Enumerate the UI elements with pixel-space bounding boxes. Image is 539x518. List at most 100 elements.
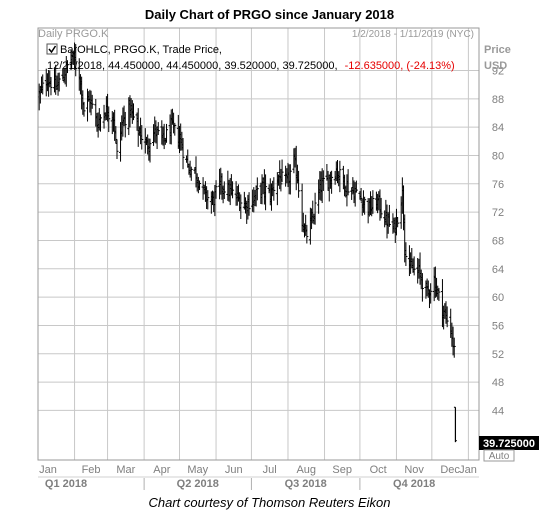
y-tick-label: 64 [492,264,504,276]
chart-title: Daily Chart of PRGO since January 2018 [144,7,395,22]
y-tick-label: 88 [492,94,504,106]
ohlc-bar [114,126,118,144]
ohlc-bar [65,60,69,74]
ohlc-bar [321,170,325,191]
ohlc-bar [206,190,210,210]
y-axis: 44 48 52 56 60 64 68 72 76 80 84 88 92 [492,65,504,417]
y-tick-label: 80 [492,150,504,162]
ohlc-bar [115,139,119,159]
plot-frame [37,27,480,461]
symbol-tag: Daily PRGO.K [38,28,109,40]
x-month-label: Jan [459,464,477,476]
price-label: Price [484,44,511,56]
ohlc-bar [437,287,441,302]
y-tick-label: 52 [492,349,504,361]
ohlc-bar [288,164,292,195]
ohlc-bar [280,159,284,183]
ohlc-bar [412,256,416,276]
legend-checkbox [46,43,58,55]
ohlc-bar [445,306,449,328]
ohlc-bar [148,138,152,163]
x-axis: Jan Feb Mar Apr May Jun Jul Aug Sep Oct Nov Dec JanQ… [38,464,479,490]
ohlc-bar [231,181,235,199]
y-tick-label: 92 [492,65,504,77]
last-price-label: 39.725000 [483,438,535,450]
ohlc-bar [41,74,45,95]
svg-text:12/21/2018, 44.450000, 44.4500: 12/21/2018, 44.450000, 44.450000, 39.520… [47,60,455,72]
x-quarter-label: Q4 2018 [393,478,435,490]
x-month-label: Nov [404,464,424,476]
ohlc-bar [98,114,102,132]
x-month-label: Feb [82,464,101,476]
y-tick-label: 76 [492,179,504,191]
ohlc-bar [140,125,144,150]
ohlc-bar [354,180,358,193]
x-month-label: Sep [332,464,352,476]
x-month-label: Jan [39,464,57,476]
chart-credit: Chart courtesy of Thomson Reuters Eikon [148,495,391,510]
x-quarter-label: Q1 2018 [45,478,87,490]
ohlc-bar [222,181,226,200]
ohlc-bar [90,94,94,109]
auto-label: Auto [489,451,510,462]
y-tick-label: 60 [492,292,504,304]
x-quarter-label: Q2 2018 [177,478,219,490]
ohlc-bar [272,177,276,201]
y-tick-label: 68 [492,235,504,247]
ohlc-bar-last [453,406,457,443]
ohlc-bar [132,103,136,121]
x-month-label: Oct [370,464,387,476]
x-month-label: Mar [116,464,135,476]
ohlc-bar [452,337,456,358]
ohlc-bar [57,72,61,92]
ohlc-bar [181,138,185,170]
legend-ohlc-values: 12/21/2018, 44.450000, 44.450000, 39.520… [47,60,338,72]
ohlc-bar [198,180,202,191]
ohlc-bar [379,197,383,219]
ohlc-bar [247,192,251,216]
date-range: 1/2/2018 - 1/11/2019 (NYC) [352,29,474,40]
ohlc-bar [338,160,342,193]
ohlc-bar [297,170,301,198]
x-month-label: Jul [263,464,277,476]
currency-label: USD [484,60,507,72]
ohlc-bar [429,283,433,304]
ohlc-bar [189,166,193,181]
ohlc-bar [173,122,177,136]
ohlc-bar [387,204,391,227]
ohlc-bar [156,122,160,135]
ohlc-bar [214,180,218,199]
legend-line1: BarOHLC, PRGO.K, Trade Price, [60,44,222,56]
x-month-label: Aug [296,464,316,476]
ohlc-bar [330,170,334,194]
ohlc-bar [313,192,317,225]
y-tick-label: 44 [492,405,504,417]
grid-layer [38,28,479,460]
ohlc-bar [264,174,268,211]
ohlc-bar [123,111,127,138]
check-icon [48,45,57,54]
ohlc-bar [371,190,375,214]
ohlc-bar [107,106,111,133]
ohlc-bar [404,242,408,267]
y-tick-label: 84 [492,122,504,134]
ohlc-bars [37,42,457,443]
legend-change: -12.635000, (-24.13%) [345,60,455,72]
ohlc-bar [346,169,350,196]
x-month-label: Apr [153,464,170,476]
x-month-label: Jun [225,464,243,476]
y-tick-label: 72 [492,207,504,219]
ohlc-bar [49,77,53,96]
ohlc-bar [363,196,367,215]
y-tick-label: 48 [492,377,504,389]
ohlc-bar [165,123,169,143]
x-month-label: May [187,464,208,476]
auto-scale-toggle[interactable]: Auto [483,449,515,462]
ohlc-bar [359,187,363,202]
ohlc-bar [82,101,86,117]
legend: BarOHLC, PRGO.K, Trade Price, 12/21/2018… [46,43,455,72]
ohlc-bar [396,217,400,228]
ohlc-bar [255,177,259,201]
x-quarter-label: Q3 2018 [285,478,327,490]
